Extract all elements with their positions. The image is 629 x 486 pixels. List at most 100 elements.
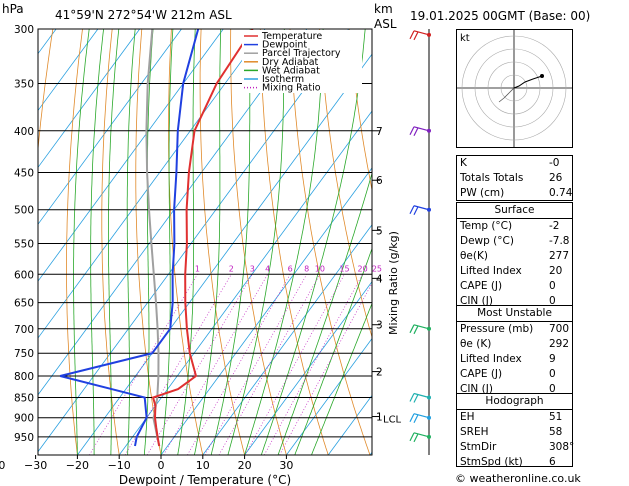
pressure-tick-label: 800 (14, 371, 34, 383)
km-tick-label: 2 (376, 367, 383, 379)
wind-barb-staff (413, 324, 430, 330)
mixing-ratio-axis-label: Mixing Ratio (g/kg) (387, 231, 400, 335)
isotherm-line (244, 280, 372, 455)
hodo-label: StmDir (460, 441, 497, 453)
hodograph-title: Hodograph (457, 394, 572, 410)
temperature-tick-label: −30 (24, 459, 47, 472)
index-row-tt: Totals Totals 26 (457, 171, 572, 186)
surface-value: 0 (549, 280, 556, 292)
wind-barb-staff (413, 30, 430, 36)
mixing-ratio-label: 6 (288, 264, 293, 273)
wind-barb-flag (413, 31, 419, 41)
isotherm-line (0, 29, 14, 455)
mixing-ratio-label: 2 (229, 264, 234, 273)
mu-value: 700 (549, 323, 570, 335)
parcel-trajectory-line (145, 29, 161, 447)
dry-adiabat-line (348, 29, 372, 192)
mixing-ratio-line (163, 274, 269, 455)
hodograph-plot: kt (456, 29, 573, 148)
index-value: -0 (549, 157, 560, 169)
dry-adiabat-line (66, 29, 83, 455)
hodo-value: 58 (549, 426, 563, 438)
dewpoint-line (59, 29, 200, 447)
wind-barb-flag (409, 205, 415, 215)
hodo-label: EH (460, 411, 475, 423)
x-axis-label: Dewpoint / Temperature (°C) (119, 473, 291, 486)
mixing-ratio-lines (89, 274, 372, 455)
km-tick-label: 3 (376, 320, 383, 332)
datetime-label: 19.01.2025 00GMT (Base: 00) (410, 9, 591, 23)
surface-value: 0 (549, 295, 556, 307)
hodograph-panel: Hodograph EH 51 SREH 58 StmDir 308° StmSpd … (456, 393, 574, 468)
surface-row: Temp (°C) -2 (457, 219, 572, 234)
mixing-ratio-labels: 1 2 3 4 6 8 10 15 20 25 (195, 264, 382, 273)
profiles (59, 29, 254, 447)
wind-barb-flag (413, 414, 419, 423)
hodograph-trace (513, 75, 543, 89)
wind-barb-flag (413, 433, 419, 443)
mixing-ratio-label: 1 (195, 264, 200, 273)
km-label: km (374, 2, 393, 16)
isotherm-line (38, 29, 99, 112)
mixing-ratio-line (146, 274, 253, 455)
mu-value: 0 (549, 383, 556, 395)
hodograph-top-point (540, 74, 544, 78)
wind-barb-flag (413, 127, 419, 137)
location-title: 41°59'N 272°54'W 212m ASL (55, 8, 232, 22)
surface-label: Lifted Index (460, 265, 522, 277)
isotherm-line (202, 224, 372, 455)
surface-row: CIN (J) 0 (457, 294, 572, 309)
index-row-k: K -0 (457, 156, 572, 171)
index-label: Totals Totals (460, 172, 524, 184)
indices-panel: K -0 Totals Totals 26 PW (cm) 0.74 (456, 155, 573, 201)
pressure-tick-label: 600 (14, 269, 34, 281)
isotherm-line (38, 29, 141, 169)
pressure-tick-label: 900 (14, 413, 34, 425)
wind-barb-staff (413, 392, 430, 399)
surface-row: CAPE (J) 0 (457, 279, 572, 294)
lcl-label: LCL (383, 415, 402, 426)
hodograph-svg: kt (457, 30, 572, 147)
km-tick-label: 4 (376, 273, 383, 285)
km-tick-label: 6 (376, 175, 383, 187)
hodograph-ring-1 (500, 74, 528, 102)
mu-row: CIN (J) 0 (457, 382, 572, 397)
surface-value: 277 (549, 250, 570, 262)
hodograph-kt-label: kt (460, 33, 470, 44)
isotherm-line (118, 110, 372, 455)
legend-label: Dry Adiabat (262, 57, 319, 68)
wind-barb-staff (413, 205, 430, 211)
km-tick-label: 5 (376, 225, 383, 237)
mixing-ratio-line (279, 282, 372, 455)
hodo-row: StmDir 308° (457, 440, 574, 455)
hodo-row: EH 51 (457, 410, 572, 425)
plot-frame (37, 28, 373, 456)
mu-label: θe (K) (460, 338, 492, 350)
temperature-tick-label: 10 (196, 459, 210, 472)
mixing-ratio-line (244, 274, 345, 455)
temperature-tick-label: 0 (158, 459, 165, 472)
most-unstable-title: Most Unstable (457, 306, 572, 322)
temperature-tick-label: −20 (66, 459, 89, 472)
hodo-row: SREH 58 (457, 425, 572, 440)
index-value: 26 (549, 172, 563, 184)
legend-label: Wet Adiabat (262, 65, 320, 76)
surface-value: -2 (549, 220, 560, 232)
hodo-value: 6 (549, 456, 556, 468)
surface-title: Surface (457, 203, 572, 219)
pressure-lines (38, 28, 372, 438)
mu-label: Lifted Index (460, 353, 522, 365)
temperature-line (151, 29, 254, 447)
mixing-ratio-label: 25 (372, 264, 382, 273)
wind-barb-flag (409, 126, 415, 136)
mu-row: Pressure (mb) 700 (457, 322, 572, 337)
surface-row: Dewp (°C) -7.8 (457, 234, 572, 249)
copyright-footer: © weatheronline.co.uk (455, 472, 581, 485)
wet-adiabat-line (311, 302, 372, 455)
temperature-tick-label: −40 (0, 459, 5, 472)
wind-barb-staff (413, 413, 430, 419)
surface-value: 20 (549, 265, 563, 277)
asl-label: ASL (374, 17, 397, 31)
wind-barb-flag (409, 413, 415, 422)
